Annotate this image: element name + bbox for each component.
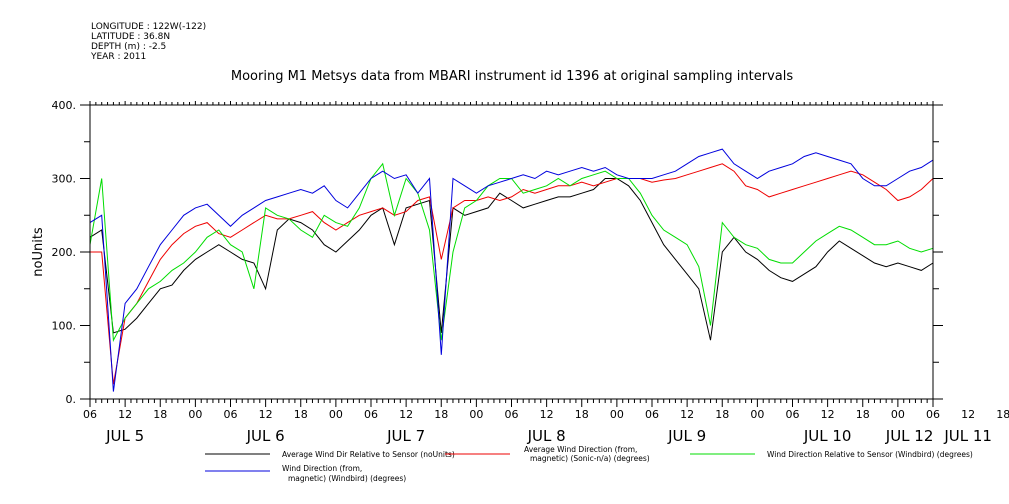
x-tick-label: 00 (188, 408, 202, 421)
x-tick-label: 12 (399, 408, 413, 421)
day-label: JUL 11 (943, 427, 992, 445)
legend-label-black: Average Wind Dir Relative to Sensor (noU… (282, 450, 455, 459)
x-tick-label: 18 (153, 408, 167, 421)
x-tick-label: 18 (575, 408, 589, 421)
x-tick-label: 06 (224, 408, 238, 421)
year-text: YEAR : 2011 (91, 52, 147, 62)
day-label: JUL 10 (803, 427, 852, 445)
series-line-0 (89, 178, 934, 341)
day-label: JUL 7 (386, 427, 425, 445)
x-tick-label: 12 (680, 408, 694, 421)
day-label: JUL 9 (667, 427, 706, 445)
legend: Average Wind Dir Relative to Sensor (noU… (205, 445, 973, 483)
x-tick-label: 06 (364, 408, 378, 421)
x-tick-label: 06 (926, 408, 940, 421)
axes: 0. 100. 200. 300. 400. 06 12 18 00 06 12 18 00 06 12 18… (52, 99, 1009, 445)
x-tick-label: 00 (329, 408, 343, 421)
day-label: JUL 12 (885, 427, 934, 445)
day-label: JUL 5 (105, 427, 144, 445)
x-tick-label: 06 (786, 408, 800, 421)
series-line-1 (90, 163, 934, 385)
x-tick-label: 18 (294, 408, 308, 421)
legend-label-red-2: magnetic) (Sonic-n/a) (degrees) (530, 454, 650, 463)
x-tick-label: 18 (996, 408, 1009, 421)
y-tick-label: 100. (52, 320, 77, 333)
depth-text: DEPTH (m) : -2.5 (91, 42, 167, 52)
metadata-block: LONGITUDE : 122W(-122) LATITUDE : 36.8N … (91, 22, 206, 62)
y-tick-label: 400. (52, 99, 77, 112)
y-tick-label: 300. (52, 173, 77, 186)
x-tick-label: 18 (856, 408, 870, 421)
plot-frame (89, 104, 934, 400)
day-label: JUL 8 (527, 427, 566, 445)
longitude-text: LONGITUDE : 122W(-122) (91, 22, 207, 32)
plot-lines (89, 148, 934, 392)
x-tick-label: 12 (259, 408, 273, 421)
x-tick-label: 12 (118, 408, 132, 421)
x-tick-label: 00 (891, 408, 905, 421)
series-line-2 (89, 162, 934, 342)
x-tick-label: 06 (505, 408, 519, 421)
x-tick-label: 12 (540, 408, 554, 421)
x-tick-label: 00 (750, 408, 764, 421)
series-line-3 (89, 148, 934, 392)
legend-label-blue-2: magnetic) (Windbird) (degrees) (288, 474, 406, 483)
y-tick-label: 200. (52, 246, 77, 259)
x-tick-label: 12 (821, 408, 835, 421)
y-tick-label: 0. (66, 393, 77, 406)
x-tick-label: 06 (83, 408, 97, 421)
y-axis-label: noUnits (31, 227, 46, 277)
x-tick-label: 12 (961, 408, 975, 421)
x-tick-label: 18 (715, 408, 729, 421)
x-tick-label: 18 (434, 408, 448, 421)
legend-label-blue-1: Wind Direction (from, (282, 464, 362, 473)
chart-title: Mooring M1 Metsys data from MBARI instru… (231, 69, 793, 84)
latitude-text: LATITUDE : 36.8N (91, 32, 171, 42)
x-tick-label: 06 (645, 408, 659, 421)
day-label: JUL 6 (246, 427, 285, 445)
x-tick-label: 00 (610, 408, 624, 421)
legend-label-green: Wind Direction Relative to Sensor (Windb… (767, 450, 973, 459)
legend-label-red-1: Average Wind Direction (from, (524, 445, 637, 454)
x-tick-label: 00 (469, 408, 483, 421)
